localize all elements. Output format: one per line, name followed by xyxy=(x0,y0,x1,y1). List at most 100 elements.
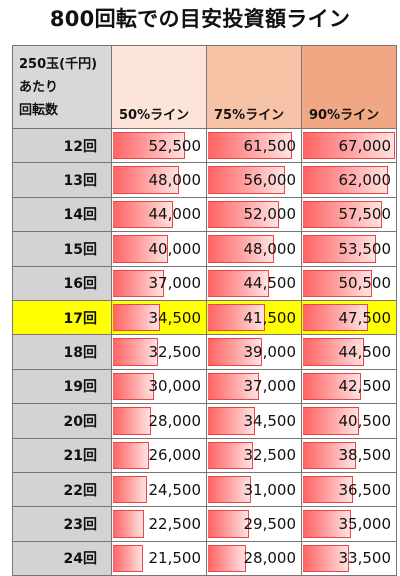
data-bar xyxy=(208,269,269,297)
row-header-line-1: 250玉(千円) xyxy=(19,57,98,72)
table-row: 24回 21,500 28,000 33,500 xyxy=(12,540,397,576)
data-label: 44,500 xyxy=(243,274,297,293)
data-label: 44,000 xyxy=(148,205,202,224)
data-label: 52,000 xyxy=(243,205,297,224)
data-label: 48,000 xyxy=(148,171,202,190)
data-label: 39,000 xyxy=(243,343,297,362)
data-label: 29,500 xyxy=(243,514,297,533)
row-header-line-2: あたり xyxy=(19,80,59,95)
value-cell: 48,000 xyxy=(206,231,302,267)
data-label: 67,000 xyxy=(338,136,392,155)
value-cell: 44,000 xyxy=(111,196,207,233)
value-cell: 33,500 xyxy=(301,540,397,576)
value-cell: 62,000 xyxy=(301,162,397,198)
data-bar xyxy=(303,303,368,332)
value-cell: 42,500 xyxy=(301,368,397,405)
column-header-50: 50%ライン xyxy=(111,45,207,129)
column-header-75: 75%ライン xyxy=(206,45,302,129)
table-row: 12回 52,500 61,500 67,000 xyxy=(12,127,397,164)
header-row: 250玉(千円) あたり 回転数 50%ライン 75%ライン 90%ライン xyxy=(12,45,397,129)
row-label: 13回 xyxy=(12,162,112,198)
value-cell: 36,500 xyxy=(301,471,397,508)
value-cell: 28,000 xyxy=(111,403,207,439)
data-bar xyxy=(208,372,259,401)
data-label: 26,000 xyxy=(148,446,202,465)
data-label: 62,000 xyxy=(338,171,392,190)
data-bar xyxy=(303,166,388,194)
data-label: 56,000 xyxy=(243,171,297,190)
data-label: 28,000 xyxy=(148,411,202,430)
data-label: 32,500 xyxy=(243,446,297,465)
table-row: 14回 44,000 52,000 57,500 xyxy=(12,196,397,233)
value-cell: 28,000 xyxy=(206,540,302,576)
value-cell: 30,000 xyxy=(111,368,207,405)
data-label: 41,500 xyxy=(243,308,297,327)
data-label: 37,000 xyxy=(148,274,202,293)
data-bar xyxy=(208,544,246,573)
value-cell: 56,000 xyxy=(206,162,302,198)
row-label: 22回 xyxy=(12,471,112,508)
data-label: 28,000 xyxy=(243,549,297,568)
data-bar xyxy=(208,510,249,538)
data-bar xyxy=(113,235,168,263)
value-cell: 47,500 xyxy=(301,299,397,336)
value-cell: 44,500 xyxy=(206,265,302,301)
data-bar xyxy=(303,441,356,469)
value-cell: 40,500 xyxy=(301,403,397,439)
row-header-line-3: 回転数 xyxy=(19,103,59,118)
value-cell: 44,500 xyxy=(301,334,397,370)
data-bar xyxy=(113,544,143,573)
row-label: 15回 xyxy=(12,231,112,267)
value-cell: 57,500 xyxy=(301,196,397,233)
data-label: 33,500 xyxy=(338,549,392,568)
data-label: 31,000 xyxy=(243,480,297,499)
row-header-label: 250玉(千円) あたり 回転数 xyxy=(12,45,112,129)
value-cell: 39,000 xyxy=(206,334,302,370)
table-row: 19回 30,000 37,000 42,500 xyxy=(12,368,397,405)
data-bar xyxy=(208,235,274,263)
table-row: 13回 48,000 56,000 62,000 xyxy=(12,162,397,198)
column-header-90: 90%ライン xyxy=(301,45,397,129)
row-label: 19回 xyxy=(12,368,112,405)
data-label: 53,500 xyxy=(338,239,392,258)
value-cell: 38,500 xyxy=(301,437,397,473)
data-bar xyxy=(113,132,185,160)
value-cell: 34,500 xyxy=(111,299,207,336)
data-bar xyxy=(208,475,251,504)
table-row: 15回 40,000 48,000 53,500 xyxy=(12,231,397,267)
data-label: 40,500 xyxy=(338,411,392,430)
data-label: 34,500 xyxy=(148,308,202,327)
data-bar xyxy=(208,303,265,332)
data-label: 42,500 xyxy=(338,377,392,396)
data-label: 22,500 xyxy=(148,514,202,533)
row-label: 14回 xyxy=(12,196,112,233)
value-cell: 53,500 xyxy=(301,231,397,267)
data-label: 21,500 xyxy=(148,549,202,568)
value-cell: 35,000 xyxy=(301,506,397,542)
data-label: 61,500 xyxy=(243,136,297,155)
data-bar xyxy=(303,372,361,401)
data-bar xyxy=(113,200,173,229)
row-label: 24回 xyxy=(12,540,112,576)
data-bar xyxy=(113,475,147,504)
data-bar xyxy=(208,166,285,194)
table-row: 18回 32,500 39,000 44,500 xyxy=(12,334,397,370)
data-bar xyxy=(303,510,351,538)
data-bar xyxy=(303,269,372,297)
data-bar xyxy=(113,441,149,469)
data-bar xyxy=(303,338,364,366)
value-cell: 37,000 xyxy=(111,265,207,301)
row-label: 17回 xyxy=(12,299,112,336)
data-label: 32,500 xyxy=(148,343,202,362)
row-label: 18回 xyxy=(12,334,112,370)
value-cell: 21,500 xyxy=(111,540,207,576)
value-cell: 31,000 xyxy=(206,471,302,508)
data-label: 37,000 xyxy=(243,377,297,396)
value-cell: 40,000 xyxy=(111,231,207,267)
table-row: 23回 22,500 29,500 35,000 xyxy=(12,506,397,542)
data-bar xyxy=(208,441,253,469)
data-label: 50,500 xyxy=(338,274,392,293)
value-cell: 29,500 xyxy=(206,506,302,542)
data-label: 57,500 xyxy=(338,205,392,224)
table-row: 17回 34,500 41,500 47,500 xyxy=(12,299,397,336)
